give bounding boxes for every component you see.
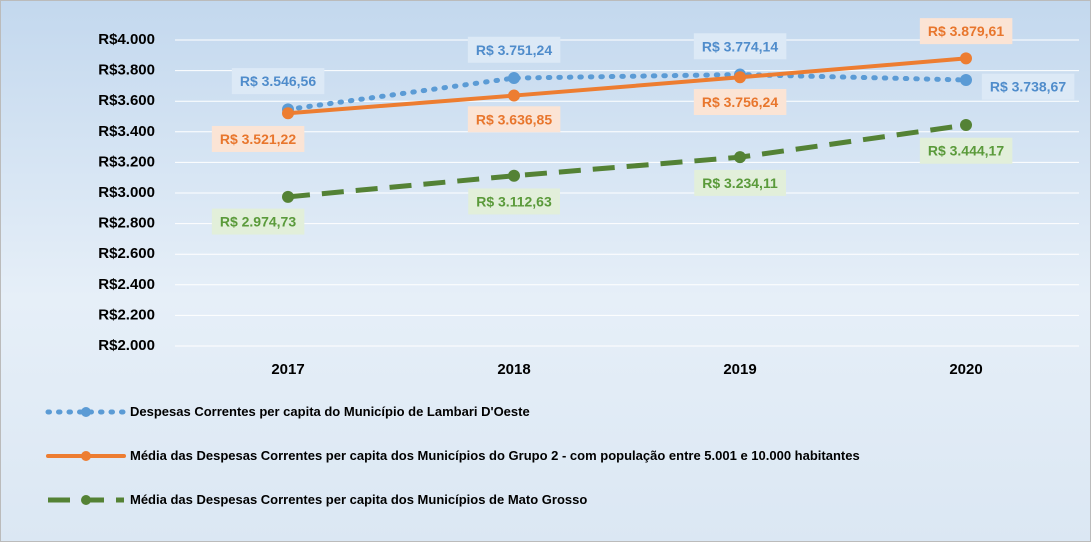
data-label-group: R$ 3.738,67: [981, 73, 1075, 100]
data-label-group: R$ 3.756,24: [693, 88, 787, 115]
data-label: R$ 3.112,63: [476, 193, 552, 209]
legend-label: Média das Despesas Correntes per capita …: [130, 492, 588, 507]
y-tick-label: R$4.000: [98, 31, 155, 48]
data-label: R$ 3.751,24: [476, 42, 552, 58]
legend-label: Despesas Correntes per capita do Municíp…: [130, 404, 530, 419]
x-tick-label: 2020: [949, 361, 982, 378]
data-label-box: [981, 73, 1075, 100]
data-label-box: [211, 125, 305, 152]
data-label: R$ 3.234,11: [702, 175, 778, 191]
data-label-box: [919, 137, 1013, 164]
data-label: R$ 3.521,22: [220, 131, 296, 147]
data-point: [282, 190, 294, 203]
data-label-group: R$ 3.636,85: [467, 106, 561, 133]
y-tick-label: R$3.000: [98, 184, 155, 201]
data-label-group: R$ 3.234,11: [694, 169, 786, 196]
data-label-box: [693, 33, 787, 60]
y-tick-label: R$3.200: [98, 153, 155, 170]
data-point: [960, 52, 972, 65]
y-tick-label: R$3.400: [98, 123, 155, 140]
data-point: [508, 89, 520, 102]
data-label-box: [468, 188, 560, 215]
data-label: R$ 3.774,14: [702, 38, 778, 54]
data-label-box: [467, 36, 561, 63]
x-tick-label: 2018: [497, 361, 530, 378]
data-point: [508, 169, 520, 182]
legend-marker: [81, 407, 91, 417]
y-tick-label: R$2.800: [98, 215, 155, 232]
data-label: R$ 3.879,61: [928, 23, 1004, 39]
data-label: R$ 3.738,67: [990, 79, 1066, 95]
data-label: R$ 3.636,85: [476, 111, 552, 127]
data-label-group: R$ 3.879,61: [919, 18, 1013, 45]
legend-label: Média das Despesas Correntes per capita …: [130, 448, 860, 463]
data-point: [960, 73, 972, 86]
data-label-box: [211, 208, 305, 235]
data-label: R$ 2.974,73: [220, 214, 296, 230]
data-label-box: [231, 68, 325, 95]
y-tick-label: R$2.400: [98, 276, 155, 293]
data-point: [508, 72, 520, 85]
y-tick-label: R$2.600: [98, 245, 155, 262]
data-label-box: [919, 18, 1013, 45]
y-tick-label: R$3.600: [98, 92, 155, 109]
data-label-group: R$ 3.751,24: [467, 36, 561, 63]
data-label-group: R$ 3.774,14: [693, 33, 787, 60]
y-tick-label: R$3.800: [98, 62, 155, 79]
x-tick-label: 2019: [723, 361, 756, 378]
data-label-group: R$ 3.546,56: [231, 68, 325, 95]
data-label-box: [694, 169, 786, 196]
data-label: R$ 3.444,17: [928, 143, 1004, 159]
data-label-group: R$ 2.974,73: [211, 208, 305, 235]
x-tick-label: 2017: [271, 361, 304, 378]
data-label-group: R$ 3.444,17: [919, 137, 1013, 164]
series-line: [287, 122, 967, 200]
series-line: [286, 56, 968, 116]
data-label: R$ 3.546,56: [240, 73, 316, 89]
data-label: R$ 3.756,24: [702, 94, 778, 110]
data-point: [282, 107, 294, 120]
data-point: [734, 71, 746, 84]
series-line: [285, 72, 969, 112]
data-label-box: [467, 106, 561, 133]
legend-marker: [81, 451, 91, 461]
data-label-group: R$ 3.112,63: [468, 188, 560, 215]
y-tick-label: R$2.000: [98, 337, 155, 354]
data-point: [734, 151, 746, 164]
legend-marker: [81, 495, 91, 505]
data-point: [960, 119, 972, 132]
data-label-box: [693, 88, 787, 115]
data-label-group: R$ 3.521,22: [211, 125, 305, 152]
y-tick-label: R$2.200: [98, 306, 155, 323]
